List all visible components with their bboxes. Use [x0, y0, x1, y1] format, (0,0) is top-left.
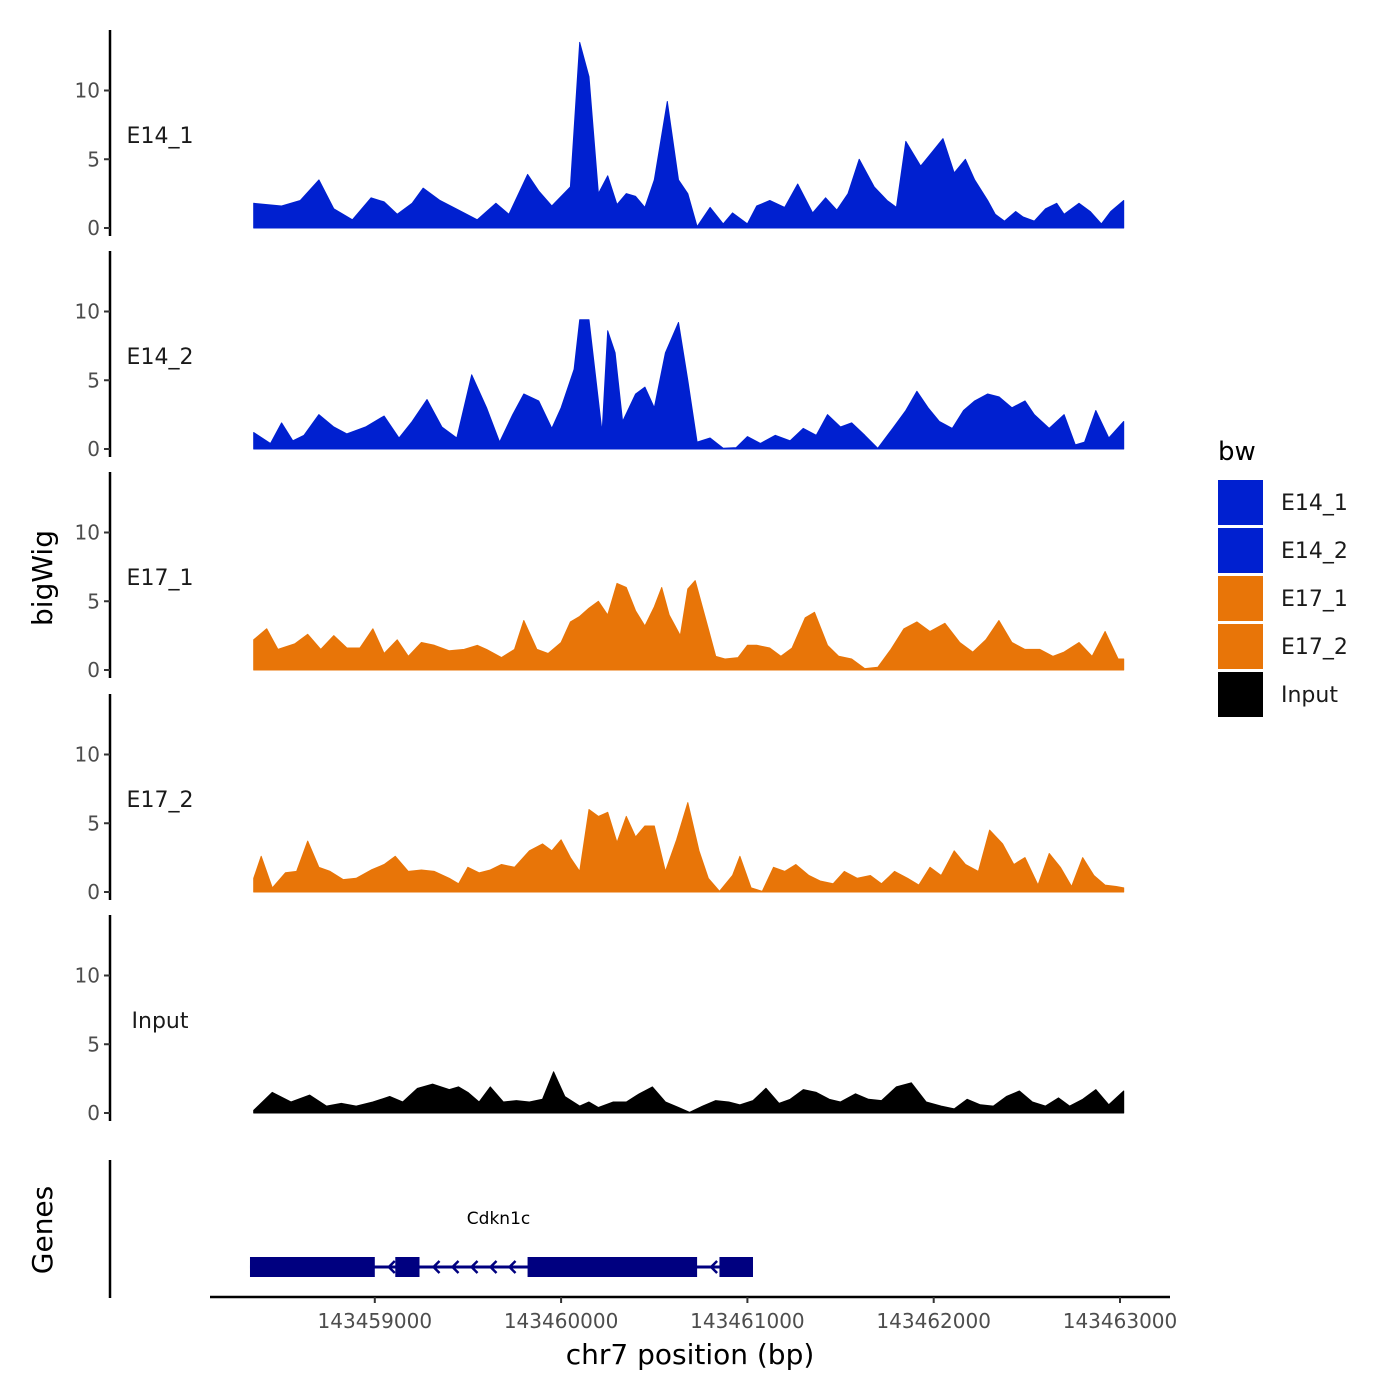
- legend-label-E17_2: E17_2: [1281, 635, 1348, 660]
- gene-exon: [249, 1257, 375, 1277]
- legend-label-Input: Input: [1281, 683, 1338, 708]
- strand-arrow: [431, 1260, 441, 1274]
- strand-arrow: [709, 1260, 718, 1274]
- x-tick-label: 143460000: [504, 1309, 619, 1333]
- legend-swatch-E17_1: [1218, 576, 1263, 621]
- y-tick-label: 10: [75, 964, 100, 988]
- genes-track: Cdkn1c: [108, 1160, 753, 1298]
- y-tick-label: 10: [75, 300, 100, 324]
- gene-label: Cdkn1c: [467, 1209, 530, 1229]
- strand-arrow: [507, 1260, 517, 1274]
- gene-exon: [719, 1257, 753, 1277]
- legend-swatch-Input: [1218, 672, 1263, 717]
- y-tick-label: 5: [87, 1032, 100, 1056]
- gene-exon: [527, 1257, 698, 1277]
- x-tick-label: 143462000: [876, 1309, 991, 1333]
- area-E14_2: [253, 319, 1125, 450]
- legend: bw E14_1 E14_2 E17_1 E17_2 Input: [1218, 437, 1348, 717]
- track-E17_2: 0 5 10 E17_2: [75, 694, 1125, 904]
- y-tick-label: 0: [87, 658, 100, 682]
- genes-axis-title: Genes: [26, 1186, 59, 1274]
- y-tick-label: 0: [87, 880, 100, 904]
- y-tick-label: 0: [87, 437, 100, 461]
- strand-arrow: [488, 1260, 498, 1274]
- track-E14_1: 0 5 10 E14_1: [75, 30, 1125, 240]
- y-tick-label: 10: [75, 743, 100, 767]
- y-tick-label: 10: [75, 79, 100, 103]
- strand-arrow: [469, 1260, 479, 1274]
- strand-arrow: [450, 1260, 460, 1274]
- legend-label-E14_1: E14_1: [1281, 491, 1348, 516]
- area-E14_1: [253, 41, 1125, 229]
- track-label: E14_2: [127, 345, 194, 370]
- area-Input: [253, 1071, 1125, 1114]
- y-tick-label: 10: [75, 521, 100, 545]
- y-tick-label: 0: [87, 1101, 100, 1125]
- y-tick-label: 5: [87, 147, 100, 171]
- x-tick-label: 143459000: [318, 1309, 433, 1333]
- track-Input: 0 5 10 Input: [75, 915, 1125, 1125]
- y-axis-title: bigWig: [26, 530, 59, 626]
- track-E17_1: 0 5 10 E17_1: [75, 472, 1125, 682]
- legend-label-E14_2: E14_2: [1281, 539, 1348, 564]
- signal-tracks: 0 5 10 E14_1 0 5 10 E14_2 0 5 10 E17_1 0 5 10 E17_2 0 5 10…: [75, 30, 1125, 1125]
- y-tick-label: 5: [87, 811, 100, 835]
- y-tick-label: 5: [87, 368, 100, 392]
- legend-swatch-E17_2: [1218, 624, 1263, 669]
- x-axis: 143459000 143460000 143461000 143462000 1434…: [210, 1295, 1178, 1333]
- legend-swatch-E14_1: [1218, 480, 1263, 525]
- legend-title: bw: [1218, 437, 1256, 467]
- x-axis-title: chr7 position (bp): [566, 1338, 815, 1371]
- y-tick-label: 0: [87, 216, 100, 240]
- track-label: E17_2: [127, 788, 194, 813]
- y-tick-label: 5: [87, 589, 100, 613]
- track-label: E17_1: [127, 566, 194, 591]
- track-label: E14_1: [127, 124, 194, 149]
- x-tick-label: 143461000: [690, 1309, 805, 1333]
- legend-swatch-E14_2: [1218, 528, 1263, 573]
- legend-label-E17_1: E17_1: [1281, 587, 1348, 612]
- area-E17_2: [253, 802, 1125, 893]
- gene-exon: [395, 1257, 420, 1277]
- x-tick-label: 143463000: [1063, 1309, 1178, 1333]
- track-label: Input: [132, 1009, 189, 1034]
- area-E17_1: [253, 580, 1125, 671]
- track-E14_2: 0 5 10 E14_2: [75, 251, 1125, 461]
- strand-arrow: [387, 1260, 396, 1274]
